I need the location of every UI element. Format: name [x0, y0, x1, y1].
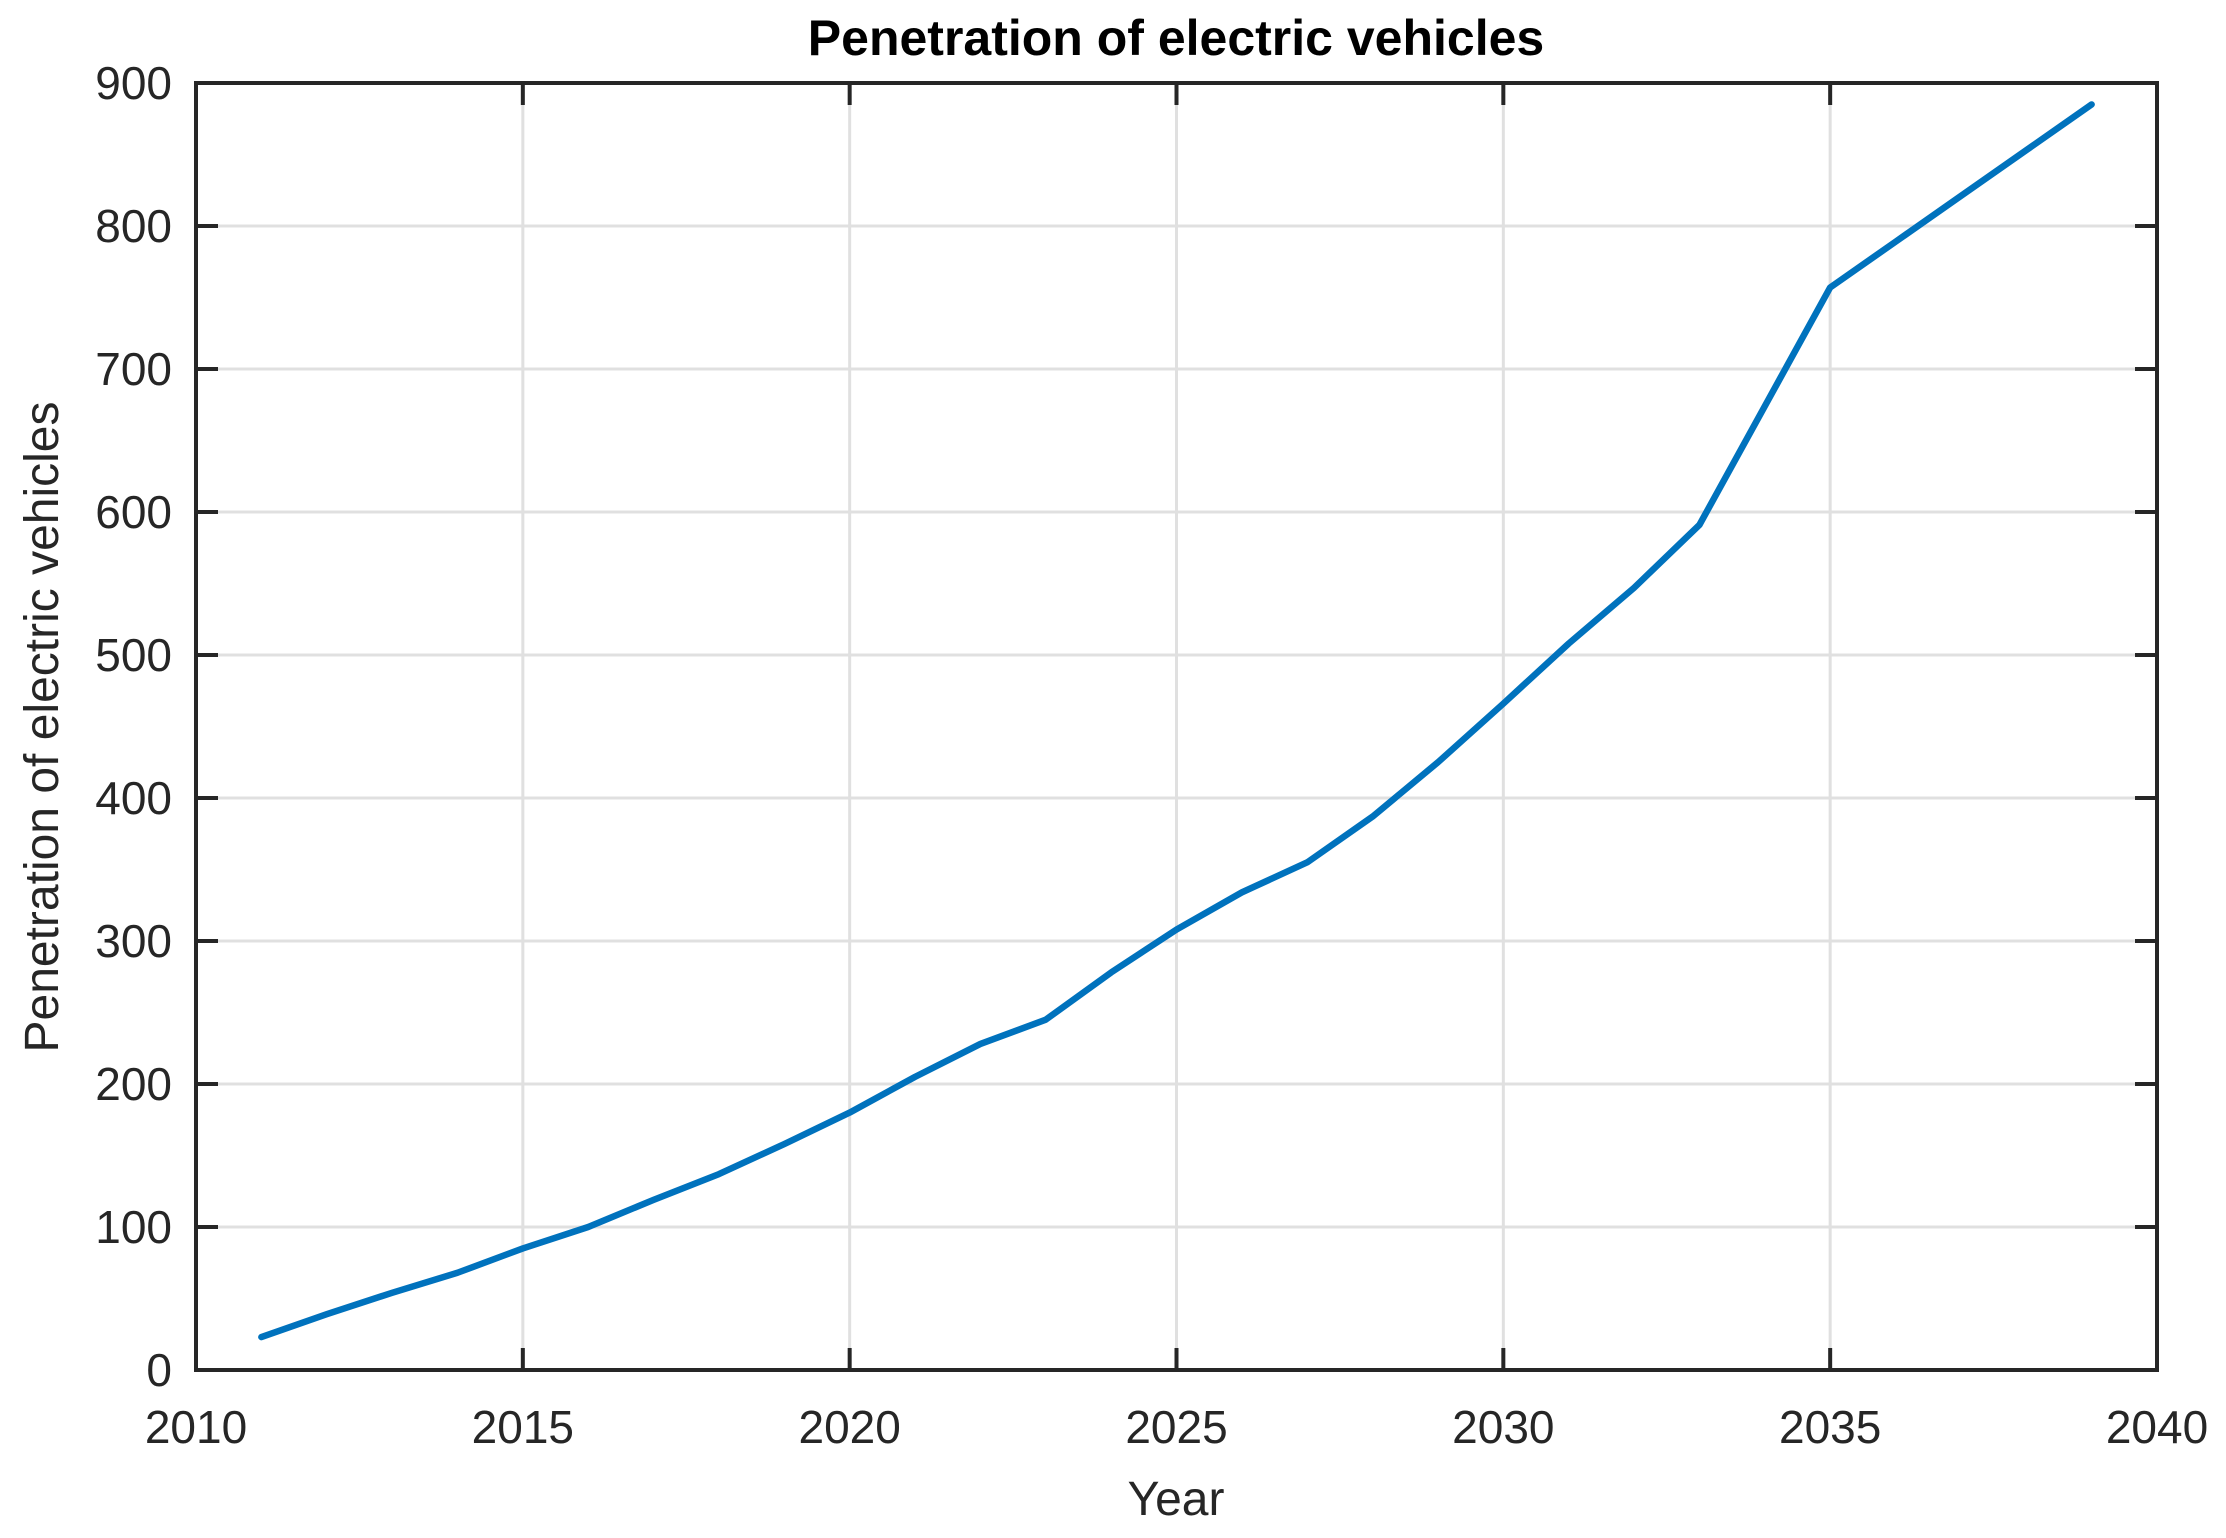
y-tick-label: 700 — [95, 343, 172, 395]
x-axis-label: Year — [1128, 1473, 1225, 1526]
y-axis-label: Penetration of electric vehicles — [16, 402, 69, 1053]
x-tick-label: 2020 — [798, 1401, 900, 1453]
ev-penetration-line — [258, 101, 2095, 1341]
x-tick-label: 2010 — [145, 1401, 247, 1453]
y-tick-label: 600 — [95, 486, 172, 538]
grid-layer — [196, 83, 2157, 1370]
x-tick-label: 2015 — [472, 1401, 574, 1453]
series-layer — [258, 101, 2095, 1341]
y-tick-label: 300 — [95, 915, 172, 967]
y-tick-label: 100 — [95, 1201, 172, 1253]
y-tick-label: 900 — [95, 57, 172, 109]
y-tick-label: 500 — [95, 629, 172, 681]
chart-title: Penetration of electric vehicles — [808, 10, 1544, 66]
y-tick-label: 800 — [95, 200, 172, 252]
x-tick-label: 2030 — [1452, 1401, 1554, 1453]
x-tick-label: 2040 — [2106, 1401, 2208, 1453]
y-tick-label: 0 — [146, 1344, 172, 1396]
tick-label-layer: 2010 2015 2020 2025 2030 2035 2040 0 100 200 300 40… — [95, 57, 2208, 1453]
x-tick-label: 2025 — [1125, 1401, 1227, 1453]
y-tick-label: 400 — [95, 772, 172, 824]
y-tick-label: 200 — [95, 1058, 172, 1110]
axis-layer — [194, 81, 2159, 1372]
x-tick-label: 2035 — [1779, 1401, 1881, 1453]
